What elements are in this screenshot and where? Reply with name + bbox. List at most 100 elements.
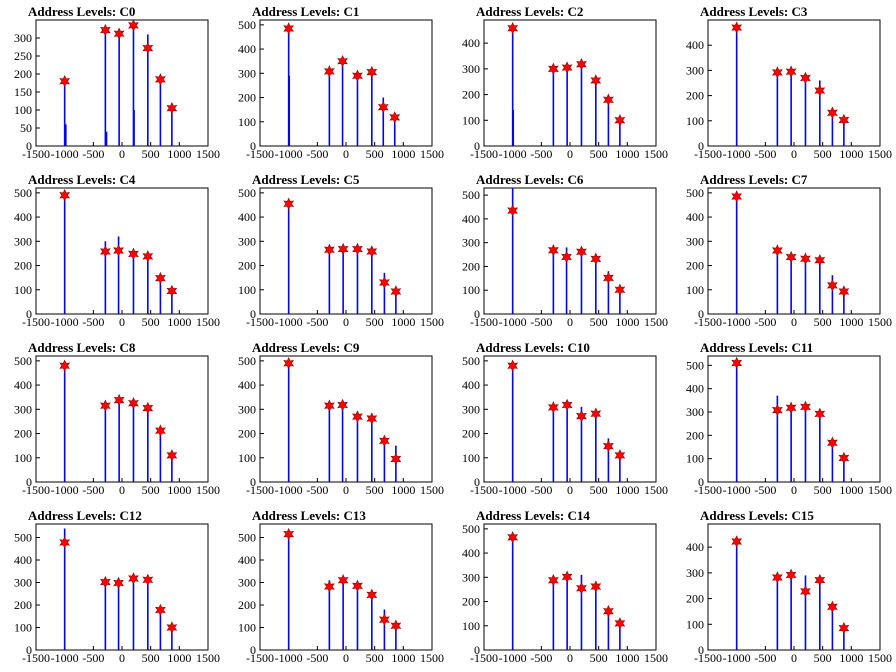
x-tick-label: 1500 [196, 147, 220, 161]
x-tick-label: 500 [814, 651, 832, 665]
peak-marker [590, 580, 602, 593]
peak-marker [366, 245, 378, 258]
y-tick-label: 100 [238, 621, 256, 635]
peak-marker [507, 359, 519, 372]
x-tick-label: 500 [142, 651, 160, 665]
peak-marker [352, 242, 363, 256]
x-tick-label: -1500 [470, 651, 498, 665]
y-tick-label: 100 [14, 451, 32, 465]
y-tick-label: 300 [462, 402, 480, 416]
x-tick-label: -1000 [723, 147, 751, 161]
x-tick-label: 1500 [196, 651, 220, 665]
y-tick-label: 0 [250, 475, 256, 489]
x-tick-label: 0 [119, 147, 125, 161]
y-tick-label: 500 [238, 18, 256, 32]
peak-marker [614, 617, 626, 630]
peak-marker [785, 401, 797, 415]
chart-title: Address Levels: C8 [28, 340, 136, 355]
chart-title: Address Levels: C4 [28, 172, 136, 187]
y-tick-label: 200 [238, 91, 256, 105]
x-tick-label: 500 [366, 483, 384, 497]
y-tick-label: 200 [686, 428, 704, 442]
peak-marker [800, 71, 811, 85]
peak-marker [838, 285, 850, 298]
x-tick-label: 1500 [644, 147, 668, 161]
chart-title: Address Levels: C12 [28, 508, 142, 523]
y-tick-label: 100 [14, 621, 32, 635]
y-tick-label: 200 [14, 427, 32, 441]
y-tick-label: 500 [462, 522, 480, 536]
chart-panel: Address Levels: C2 -1500 -1000 -500 0 500 1000… [448, 0, 672, 168]
y-tick-label: 100 [238, 283, 256, 297]
x-tick-label: 500 [142, 483, 160, 497]
x-tick-label: -500 [82, 651, 104, 665]
x-tick-label: -500 [754, 483, 776, 497]
peak-marker [814, 573, 826, 587]
chart-panel: Address Levels: C0 -1500 -1000 -500 0 500 1000… [0, 0, 224, 168]
peak-marker [576, 409, 587, 423]
x-tick-label: -1500 [22, 147, 50, 161]
plot-frame [259, 523, 433, 651]
y-tick-label: 300 [686, 566, 704, 580]
peak-marker [366, 65, 378, 79]
chart-panel: Address Levels: C4 -1500 -1000 -500 0 500 1000… [0, 168, 224, 336]
y-tick-label: 400 [238, 42, 256, 56]
y-tick-label: 0 [474, 307, 480, 321]
peak-marker [283, 357, 295, 370]
peak-marker [323, 243, 335, 257]
x-tick-label: 1500 [868, 147, 892, 161]
x-tick-label: 1000 [167, 147, 191, 161]
peak-marker [366, 412, 378, 425]
chart-panel: Address Levels: C7 -1500 -1000 -500 0 500 1000… [672, 168, 896, 336]
x-tick-label: 0 [343, 651, 349, 665]
plot-frame [259, 355, 433, 483]
y-tick-label: 400 [686, 540, 704, 554]
peak-marker [128, 572, 139, 585]
x-tick-label: 0 [343, 315, 349, 329]
peak-marker [142, 573, 154, 587]
x-tick-label: -1500 [694, 483, 722, 497]
peak-marker [377, 101, 389, 114]
y-tick-label: 200 [462, 427, 480, 441]
peak-marker [142, 41, 154, 55]
chart-panel: Address Levels: C5 -1500 -1000 -500 0 500 1000… [224, 168, 448, 336]
peak-marker [827, 600, 838, 614]
y-tick-label: 100 [14, 103, 32, 117]
x-tick-label: -500 [530, 651, 552, 665]
chart-panel: Address Levels: C1 -1500 -1000 -500 0 500 1000… [224, 0, 448, 168]
y-tick-label: 0 [26, 643, 32, 657]
chart-title: Address Levels: C9 [252, 340, 360, 355]
x-tick-label: -1500 [22, 483, 50, 497]
x-tick-label: -1000 [723, 651, 751, 665]
x-tick-label: 0 [119, 483, 125, 497]
x-tick-label: 0 [791, 315, 797, 329]
peak-marker [390, 285, 402, 298]
x-tick-label: -1500 [694, 315, 722, 329]
peak-marker [337, 54, 348, 68]
x-tick-label: 1000 [615, 483, 639, 497]
peak-marker [113, 393, 125, 407]
y-tick-label: 400 [14, 210, 32, 224]
chart-title: Address Levels: C2 [476, 4, 584, 19]
plot-frame [483, 187, 657, 315]
x-tick-label: -1500 [694, 651, 722, 665]
peak-marker [576, 58, 587, 71]
chart-panel: Address Levels: C15 -1500 -1000 -500 0 500 100… [672, 504, 896, 672]
peak-marker [283, 197, 295, 210]
chart-title: Address Levels: C11 [700, 340, 814, 355]
y-tick-label: 0 [698, 307, 704, 321]
peak-marker [337, 574, 349, 587]
y-tick-label: 500 [462, 354, 480, 368]
chart-title: Address Levels: C5 [252, 172, 360, 187]
x-tick-label: 1000 [167, 651, 191, 665]
chart-title: Address Levels: C0 [28, 4, 136, 19]
y-tick-label: 300 [462, 236, 480, 250]
peak-marker [507, 204, 519, 217]
chart-panel: Address Levels: C9 -1500 -1000 -500 0 500 1000… [224, 336, 448, 504]
y-tick-label: 0 [250, 307, 256, 321]
y-tick-label: 0 [698, 139, 704, 153]
peak-marker [166, 621, 178, 634]
y-tick-label: 400 [238, 378, 256, 392]
x-tick-label: -1000 [723, 315, 751, 329]
x-tick-label: 1500 [420, 651, 444, 665]
